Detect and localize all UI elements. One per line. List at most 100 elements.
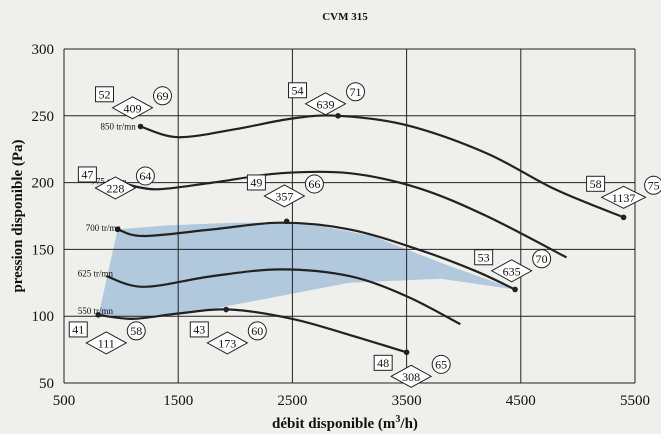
grid (63, 48, 636, 384)
annotation-diamond-shape (390, 364, 433, 388)
annotation-4: 58 1137 75 (586, 175, 661, 209)
annotation-1: 54 639 71 (288, 82, 366, 116)
annotation-circle-shape (153, 86, 173, 106)
annotation-diamond-shape (304, 92, 347, 116)
annotation-diamond-value: 639 (317, 97, 335, 111)
curve-marker-0 (137, 123, 144, 130)
annotation-square-value: 47 (81, 167, 93, 181)
annotation-2: 47 228 64 (77, 166, 155, 200)
x-axis-label: débit disponible (m3/h) (272, 414, 418, 432)
curve-625-tr-mn (105, 268, 461, 326)
annotation-square-box (68, 321, 88, 338)
curve-marker-7 (223, 306, 229, 313)
annotation-square-box (95, 86, 115, 103)
curve-550-tr-mn (98, 308, 407, 354)
annotation-circle-shape (135, 166, 155, 186)
speed-label-3: 625 tr/mn (78, 268, 114, 278)
curve-marker-5 (512, 286, 518, 293)
annotation-square-value: 48 (377, 356, 389, 370)
x-tick-label-5: 5500 (620, 393, 650, 409)
annotation-square-value: 58 (590, 177, 602, 191)
y-tick-label-3: 200 (32, 176, 55, 192)
annotation-square-value: 53 (478, 250, 490, 264)
y-tick-label-2: 150 (32, 242, 55, 258)
annotation-square-box (288, 82, 308, 99)
annotation-circle-shape (532, 249, 552, 269)
curve-marker-2 (620, 214, 627, 221)
curve-700-tr-mn (117, 221, 516, 291)
x-tick-label-3: 3500 (392, 393, 422, 409)
annotation-circle-shape (126, 321, 146, 341)
annotation-circle-shape (346, 82, 366, 102)
annotation-square-value: 52 (99, 87, 111, 101)
speed-label-4: 550 tr/mn (78, 306, 114, 316)
x-tick-label-1: 1500 (163, 393, 193, 409)
annotation-circle-value: 58 (130, 324, 142, 338)
annotation-3: 49 357 66 (246, 174, 324, 208)
annotation-square-value: 49 (250, 175, 262, 189)
annotation-diamond-value: 228 (106, 181, 124, 195)
curve-marker-4 (283, 218, 290, 225)
annotation-square-box (246, 174, 266, 191)
y-tick-label-5: 300 (32, 42, 55, 58)
annotation-circle-value: 66 (308, 177, 320, 191)
annotation-diamond-value: 173 (218, 336, 236, 350)
curve-marker-6 (95, 312, 102, 318)
annotation-square-value: 54 (292, 83, 304, 97)
annotation-square-value: 41 (72, 322, 84, 336)
annotation-circle-value: 69 (157, 89, 169, 103)
x-tick-label-2: 2500 (277, 393, 307, 409)
annotation-diamond-value: 111 (98, 336, 115, 350)
annotation-square-box (586, 175, 606, 192)
annotation-diamond-shape (85, 331, 128, 355)
annotation-circle-value: 70 (536, 252, 548, 266)
annotation-7: 43 173 60 (189, 321, 267, 355)
annotation-square-value: 43 (193, 322, 205, 336)
annotation-diamond-shape (600, 185, 647, 209)
curve-marker-3 (114, 226, 121, 233)
fan-curves (98, 114, 625, 354)
annotation-diamond-shape (111, 96, 154, 120)
speed-label-2: 700 tr/mn (86, 223, 122, 233)
speed-label-0: 850 tr/mn (101, 121, 137, 131)
annotation-0: 52 409 69 (95, 86, 173, 120)
curve-marker-8 (403, 349, 410, 356)
annotation-circle-shape (431, 354, 451, 374)
y-axis-ticks: 50 100 150 200 250 300 (32, 42, 55, 392)
chart-title: CVM 315 (322, 11, 368, 23)
annotation-6: 41 111 58 (68, 321, 146, 355)
annotation-square-box (474, 249, 494, 266)
y-axis-label: pression disponible (Pa) (10, 139, 26, 292)
annotation-5: 53 635 70 (474, 249, 552, 283)
annotation-circle-value: 60 (251, 324, 263, 338)
annotation-square-box (189, 321, 209, 338)
x-axis-ticks: 500 1500 2500 3500 4500 5500 (53, 393, 650, 409)
x-tick-label-4: 4500 (506, 393, 536, 409)
curve-marker-1 (335, 113, 341, 119)
annotation-circle-value: 71 (350, 85, 362, 99)
annotation-diamond-shape (206, 331, 249, 355)
x-tick-label-0: 500 (53, 393, 76, 409)
curve-markers (95, 113, 627, 356)
y-tick-label-1: 100 (32, 309, 55, 325)
annotation-circle-shape (304, 174, 324, 194)
annotation-diamond-value: 409 (124, 101, 142, 115)
annotation-diamond-value: 635 (503, 264, 521, 278)
y-tick-label-4: 250 (32, 109, 55, 125)
curve-775-tr-mn (120, 170, 568, 259)
annotation-square-box (373, 354, 393, 371)
annotation-8: 48 308 65 (373, 354, 451, 388)
annotation-diamond-shape (490, 259, 533, 283)
annotation-circle-shape (644, 175, 661, 195)
curve-850-tr-mn (140, 114, 625, 219)
annotation-circle-value: 65 (435, 357, 447, 371)
annotation-circle-shape (247, 321, 267, 341)
annotation-circle-value: 64 (139, 169, 151, 183)
annotation-diamond-value: 1137 (612, 191, 636, 205)
annotations: 52 409 69 54 639 71 47 228 64 49 357 66 58 1137 75 53 63… (68, 82, 661, 388)
annotation-circle-value: 75 (648, 178, 660, 192)
annotation-diamond-shape (94, 176, 137, 200)
annotation-diamond-value: 308 (402, 370, 420, 384)
annotation-diamond-shape (263, 184, 306, 208)
